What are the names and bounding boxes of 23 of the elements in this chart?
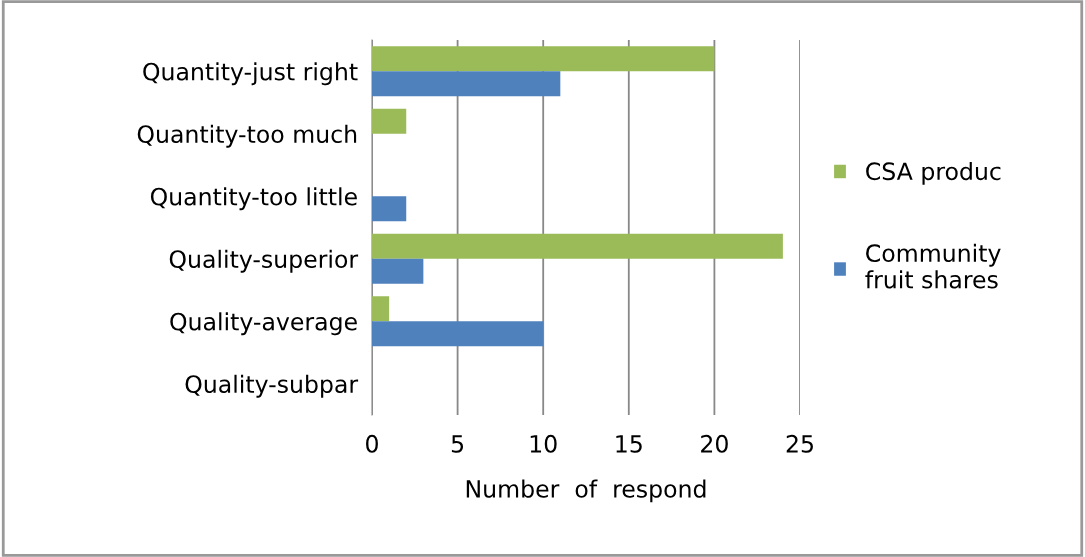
x-tick-label: 5 bbox=[451, 435, 464, 453]
bar bbox=[372, 108, 407, 134]
bar bbox=[372, 46, 715, 72]
x-tick-label: 25 bbox=[786, 434, 813, 453]
bar bbox=[372, 233, 783, 259]
legend-label: Community fruit shares bbox=[865, 243, 1001, 289]
x-tick-label: 20 bbox=[701, 434, 728, 453]
x-axis-title: Number of respond bbox=[466, 479, 706, 503]
y-tick-label: Quantity-too little bbox=[150, 187, 357, 211]
y-tick-label: Quantity-too much bbox=[137, 124, 357, 148]
bar bbox=[372, 71, 561, 97]
y-tick-label: Quantity-just right bbox=[143, 62, 358, 86]
bar bbox=[372, 196, 407, 222]
bar bbox=[372, 258, 424, 284]
x-tick-label: 0 bbox=[366, 434, 378, 453]
x-tick-label: 15 bbox=[616, 435, 642, 453]
bar bbox=[372, 321, 544, 347]
y-tick-label: Quality-superior bbox=[169, 249, 359, 273]
y-tick-label: Quality-subpar bbox=[185, 374, 359, 398]
bar bbox=[372, 296, 390, 322]
legend-label: CSA produc bbox=[866, 161, 1001, 185]
y-tick-label: Quality-average bbox=[170, 312, 357, 336]
x-tick-label: 10 bbox=[530, 434, 557, 453]
